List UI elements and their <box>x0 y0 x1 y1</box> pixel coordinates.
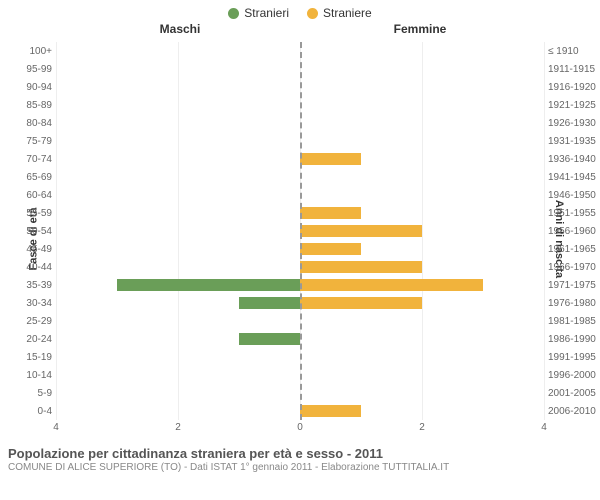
birth-year-label: 1931-1935 <box>548 136 600 147</box>
column-headers: Maschi Femmine <box>0 22 600 38</box>
birth-year-label: 1966-1970 <box>548 262 600 273</box>
birth-year-label: 1996-2000 <box>548 370 600 381</box>
age-label: 75-79 <box>14 136 52 147</box>
legend-label-male: Stranieri <box>244 6 289 20</box>
age-label: 40-44 <box>14 262 52 273</box>
age-label: 30-34 <box>14 298 52 309</box>
x-tick: 2 <box>175 422 181 433</box>
plot: 100+≤ 191095-991911-191590-941916-192085… <box>56 42 544 420</box>
legend-swatch-female <box>307 8 318 19</box>
birth-year-label: 1986-1990 <box>548 334 600 345</box>
birth-year-label: 1946-1950 <box>548 190 600 201</box>
bar-female <box>300 297 422 309</box>
header-female: Femmine <box>300 22 540 36</box>
x-tick: 4 <box>541 422 547 433</box>
age-label: 95-99 <box>14 64 52 75</box>
birth-year-label: 1936-1940 <box>548 154 600 165</box>
birth-year-label: 2006-2010 <box>548 406 600 417</box>
birth-year-label: 1981-1985 <box>548 316 600 327</box>
caption-subtitle: COMUNE DI ALICE SUPERIORE (TO) - Dati IS… <box>0 461 600 473</box>
birth-year-label: 1971-1975 <box>548 280 600 291</box>
chart-area: Fasce di età Anni di nascita 100+≤ 19109… <box>0 38 600 440</box>
age-label: 70-74 <box>14 154 52 165</box>
age-label: 10-14 <box>14 370 52 381</box>
bar-male <box>117 279 300 291</box>
birth-year-label: 1961-1965 <box>548 244 600 255</box>
caption-title: Popolazione per cittadinanza straniera p… <box>0 440 600 461</box>
age-label: 50-54 <box>14 226 52 237</box>
legend-item-female: Straniere <box>307 6 372 20</box>
age-label: 100+ <box>14 46 52 57</box>
x-axis: 4 2 0 2 4 <box>56 422 544 438</box>
birth-year-label: 1956-1960 <box>548 226 600 237</box>
age-label: 65-69 <box>14 172 52 183</box>
legend: Stranieri Straniere <box>0 0 600 22</box>
age-label: 80-84 <box>14 118 52 129</box>
legend-item-male: Stranieri <box>228 6 289 20</box>
age-label: 5-9 <box>14 388 52 399</box>
age-label: 15-19 <box>14 352 52 363</box>
birth-year-label: 1911-1915 <box>548 64 600 75</box>
bar-female <box>300 405 361 417</box>
birth-year-label: 1926-1930 <box>548 118 600 129</box>
age-label: 45-49 <box>14 244 52 255</box>
header-male: Maschi <box>60 22 300 36</box>
age-label: 90-94 <box>14 82 52 93</box>
birth-year-label: 1941-1945 <box>548 172 600 183</box>
birth-year-label: 1916-1920 <box>548 82 600 93</box>
x-tick: 0 <box>297 422 303 433</box>
bar-female <box>300 279 483 291</box>
bar-female <box>300 225 422 237</box>
age-label: 35-39 <box>14 280 52 291</box>
age-label: 20-24 <box>14 334 52 345</box>
age-label: 85-89 <box>14 100 52 111</box>
birth-year-label: 1921-1925 <box>548 100 600 111</box>
x-tick: 2 <box>419 422 425 433</box>
age-label: 55-59 <box>14 208 52 219</box>
center-line <box>300 42 302 420</box>
bar-male <box>239 297 300 309</box>
bar-female <box>300 243 361 255</box>
bar-male <box>239 333 300 345</box>
legend-label-female: Straniere <box>323 6 372 20</box>
bar-female <box>300 153 361 165</box>
bar-female <box>300 207 361 219</box>
bar-female <box>300 261 422 273</box>
birth-year-label: 2001-2005 <box>548 388 600 399</box>
x-tick: 4 <box>53 422 59 433</box>
birth-year-label: 1991-1995 <box>548 352 600 363</box>
gridline <box>544 42 545 420</box>
age-label: 0-4 <box>14 406 52 417</box>
age-label: 25-29 <box>14 316 52 327</box>
legend-swatch-male <box>228 8 239 19</box>
birth-year-label: ≤ 1910 <box>548 46 600 57</box>
birth-year-label: 1951-1955 <box>548 208 600 219</box>
birth-year-label: 1976-1980 <box>548 298 600 309</box>
age-label: 60-64 <box>14 190 52 201</box>
